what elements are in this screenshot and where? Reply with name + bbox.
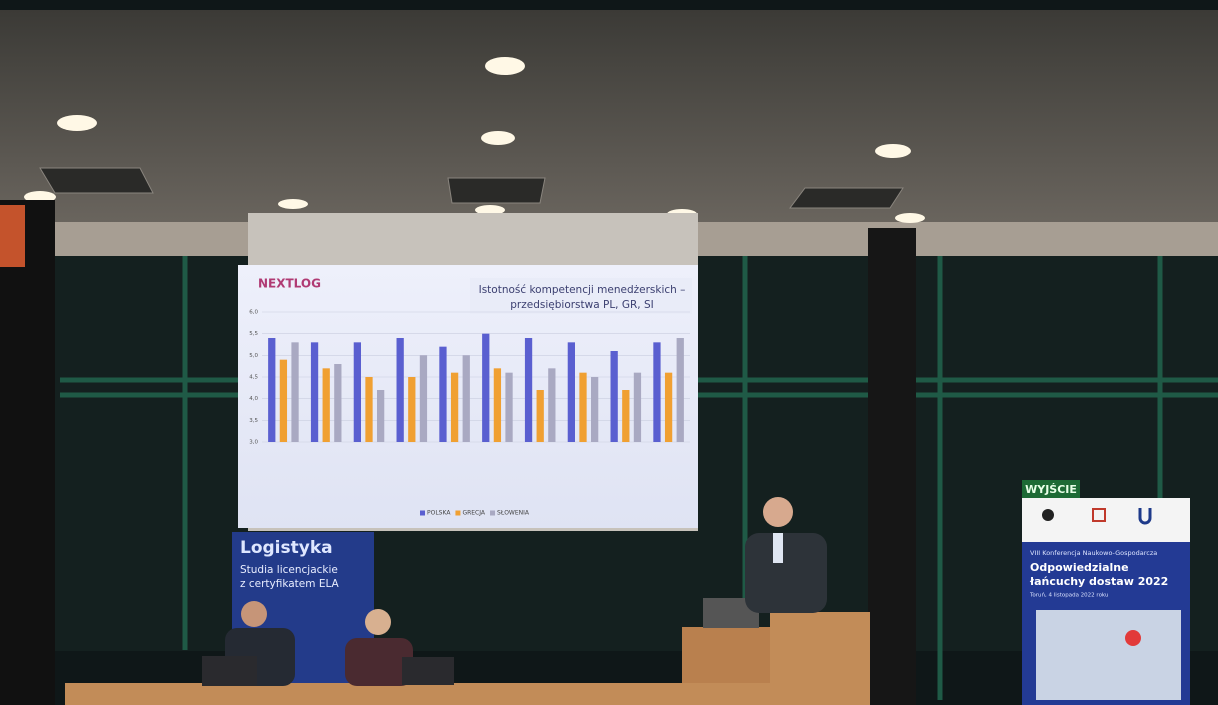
bar <box>408 377 415 442</box>
y-tick-label: 6,0 <box>249 310 258 316</box>
panel-table <box>65 683 770 705</box>
bar <box>548 368 555 442</box>
bar <box>420 355 427 442</box>
laptop <box>402 657 454 685</box>
rollup-line: Studia licencjackie <box>240 564 338 576</box>
bar <box>323 368 330 442</box>
bar <box>377 390 384 442</box>
y-tick-label: 5,5 <box>249 331 258 337</box>
banner-title: Odpowiedzialne <box>1030 561 1129 574</box>
bar <box>579 373 586 442</box>
bar <box>354 342 361 442</box>
bar <box>334 364 341 442</box>
legend-swatch <box>455 511 460 516</box>
page: Konferencja – slajd {"slide": {"logo": "… <box>0 0 1218 705</box>
bar <box>397 338 404 442</box>
y-tick-label: 5,0 <box>249 353 258 359</box>
bar <box>591 377 598 442</box>
rollup-line: z certyfikatem ELA <box>240 578 340 590</box>
bar <box>291 342 298 442</box>
exit-sign-text: WYJŚCIE <box>1025 483 1077 496</box>
bar <box>653 342 660 442</box>
legend-label: GRECJA <box>462 510 485 517</box>
bar <box>677 338 684 442</box>
banner-title: łańcuchy dostaw 2022 <box>1029 575 1168 588</box>
legend-swatch <box>490 511 495 516</box>
chart-subtitle: przedsiębiorstwa PL, GR, SI <box>510 299 653 311</box>
bar <box>482 334 489 442</box>
bar <box>311 342 318 442</box>
bar <box>525 338 532 442</box>
y-tick-label: 3,5 <box>249 418 258 424</box>
lectern <box>770 612 870 705</box>
y-tick-label: 3,0 <box>249 440 258 446</box>
bar <box>439 347 446 442</box>
bar <box>537 390 544 442</box>
bar <box>494 368 501 442</box>
photo: WYJŚCIE NEXTLOG Istotność kompetencji me… <box>0 0 1218 705</box>
bar <box>280 360 287 442</box>
laptop <box>202 656 257 686</box>
bar <box>463 355 470 442</box>
legend-swatch <box>420 511 425 516</box>
legend-label: POLSKA <box>427 510 451 517</box>
orange-panel <box>0 205 25 267</box>
banner-pin <box>1125 630 1141 646</box>
y-tick-label: 4,0 <box>249 396 258 402</box>
pillar-right <box>868 228 916 705</box>
bar <box>622 390 629 442</box>
bar <box>665 373 672 442</box>
bar <box>611 351 618 442</box>
chart-title: Istotność kompetencji menedżerskich – <box>479 284 686 296</box>
bar <box>451 373 458 442</box>
y-tick-label: 4,5 <box>249 375 258 381</box>
pillar-left <box>0 200 55 705</box>
bar <box>505 373 512 442</box>
ceiling <box>0 10 1218 225</box>
bar <box>634 373 641 442</box>
rollup-title: Logistyka <box>240 538 333 558</box>
bar <box>268 338 275 442</box>
banner-conference: VIII Konferencja Naukowo-Gospodarcza <box>1030 549 1157 557</box>
bar <box>568 342 575 442</box>
banner-date: Toruń, 4 listopada 2022 roku <box>1029 592 1108 599</box>
bar <box>365 377 372 442</box>
slide-logo: NEXTLOG <box>258 277 321 291</box>
legend-label: SŁOWENIA <box>497 510 530 517</box>
body: WYJŚCIE NEXTLOG Istotność kompetencji me… <box>0 0 1218 705</box>
banner-map <box>1036 610 1181 700</box>
